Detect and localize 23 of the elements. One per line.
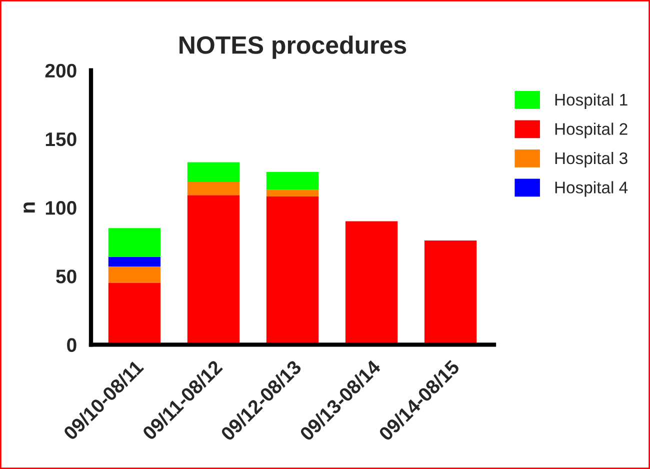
legend-label: Hospital 3 xyxy=(555,152,628,168)
bar xyxy=(108,282,161,345)
y-tick-label: 50 xyxy=(56,270,76,284)
legend-label: Hospital 1 xyxy=(555,93,628,109)
bar xyxy=(108,256,161,267)
bar xyxy=(187,181,240,196)
y-tick-label: 100 xyxy=(46,201,76,215)
bar xyxy=(345,221,398,345)
bar xyxy=(424,240,477,345)
bar xyxy=(266,196,319,345)
legend-label: Hospital 2 xyxy=(555,122,628,138)
bar xyxy=(108,266,161,283)
chart-title: NOTES procedures xyxy=(180,36,406,59)
y-tick-label: 0 xyxy=(67,338,76,352)
y-axis-title: n xyxy=(24,202,35,213)
bar xyxy=(266,190,319,197)
legend-label: Hospital 4 xyxy=(555,181,628,197)
y-tick-label: 150 xyxy=(46,132,76,146)
bar xyxy=(187,195,240,345)
bar xyxy=(108,228,161,257)
y-tick-label: 200 xyxy=(45,64,76,78)
bar xyxy=(266,172,319,190)
bar xyxy=(187,162,240,182)
